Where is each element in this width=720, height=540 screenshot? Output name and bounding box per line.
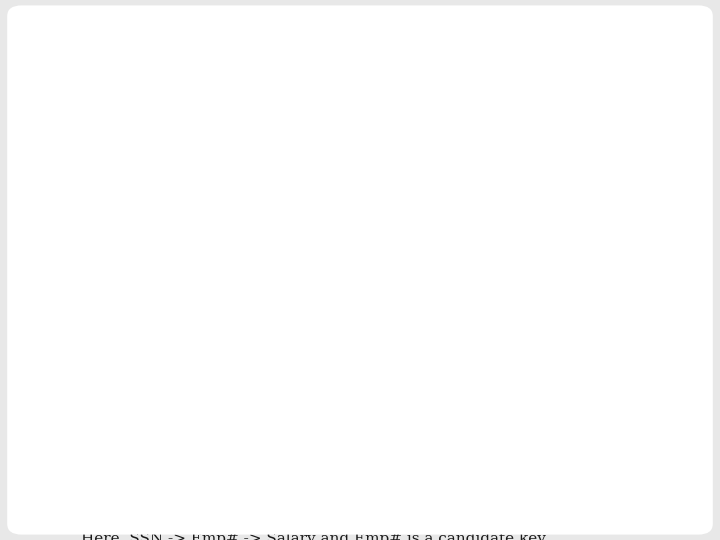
Text: ↶: ↶: [49, 133, 68, 153]
Text: there is no problem with the transitive dependency .: there is no problem with the transitive …: [81, 475, 487, 489]
Text: In X -> Y and Y -> Z, with X as the primary key, we consider this a: In X -> Y and Y -> Z, with X as the prim…: [81, 411, 593, 425]
Text: R can be decomposed into 3NF relations via the: R can be decomposed into 3NF relations v…: [88, 275, 564, 293]
Text: (2): (2): [384, 59, 439, 96]
Text: not: not: [204, 442, 229, 456]
Text: no non-prime attribute A: no non-prime attribute A: [289, 178, 549, 196]
Text: and: and: [259, 178, 296, 196]
Text: Here, SSN -> Emp# -> Salary and Emp# is a candidate key.: Here, SSN -> Emp# -> Salary and Emp# is …: [81, 532, 548, 540]
Text: problem only if Y is: problem only if Y is: [81, 442, 235, 456]
Text: third normal form: third normal form: [309, 133, 507, 151]
Text: a candidate key. When Y is a candidate key,: a candidate key. When Y is a candidate k…: [229, 442, 570, 456]
Text: (3NF): (3NF): [88, 178, 151, 196]
Text: ↶: ↶: [49, 275, 68, 295]
Text: if it is in 2NF: if it is in 2NF: [142, 178, 285, 196]
Text: process of 3NF normalization: process of 3NF normalization: [88, 320, 381, 338]
Text: in R is transitively dependent on the primary key: in R is transitively dependent on the pr…: [88, 224, 573, 241]
Text: A relation schema R is in: A relation schema R is in: [88, 133, 341, 151]
Text: Third Normal Form: Third Normal Form: [56, 59, 492, 97]
Text: NOTE:: NOTE:: [56, 376, 112, 390]
Text: E.g., Consider EMP (SSN, Emp#, Salary ).: E.g., Consider EMP (SSN, Emp#, Salary ).: [81, 504, 408, 518]
